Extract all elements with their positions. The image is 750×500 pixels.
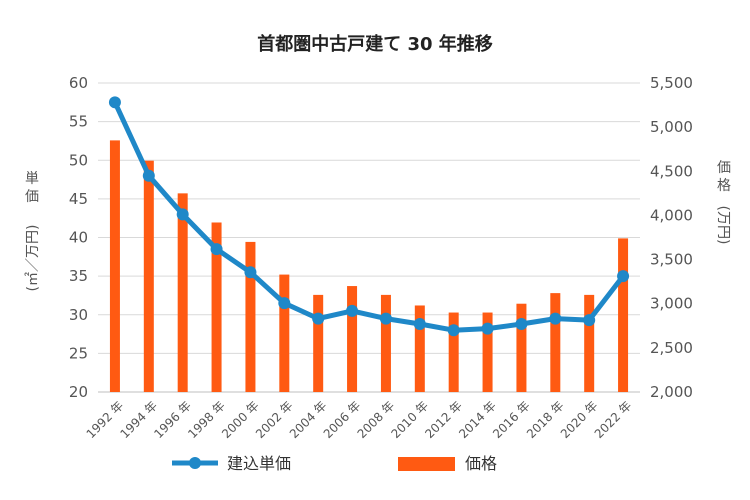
right-tick-label: 4,500 [650,162,693,180]
bar-price [143,160,154,392]
legend: 建込単価 価格 [172,454,497,473]
bar-price [279,274,290,392]
legend-item-bar: 価格 [398,454,497,473]
line-point [176,208,189,221]
line-point [244,266,257,279]
bar-price [109,140,120,392]
line-point [413,318,426,331]
bar-price [448,312,459,392]
right-tick-label: 2,000 [650,383,693,401]
line-point [312,312,325,325]
left-tick-label: 35 [69,267,88,285]
legend-line-label: 建込単価 [227,454,291,473]
line-layer [108,96,630,337]
line-point [346,304,359,317]
bar-price [245,241,256,392]
line-point [515,318,528,331]
chart-title: 首都圏中古戸建て 30 年推移 [257,33,493,55]
line-point [210,243,223,256]
left-axis-label-char-2: 価 [25,189,39,205]
legend-bar-label: 価格 [465,454,497,473]
left-tick-label: 60 [69,74,88,92]
right-axis-label: 価 格 (万円) [715,160,731,244]
left-tick-label: 40 [69,229,88,247]
bar-price [380,294,391,392]
line-point [142,169,155,182]
line-point [278,297,291,310]
x-tick-label: 2022 年 [592,398,635,441]
bar-price [211,222,222,392]
line-point [447,324,460,337]
bar-price [618,238,629,392]
line-unit-price [112,101,626,333]
bar-price [516,303,527,392]
bar-price [347,286,358,392]
bar-price [313,294,324,392]
line-point [583,314,596,327]
legend-item-line: 建込単価 [172,454,291,473]
left-tick-label: 50 [69,151,88,169]
bar-price [414,305,425,392]
left-tick-label: 55 [69,113,88,131]
grid-layer [98,82,640,393]
left-axis-label-char-1: 単 [25,171,39,187]
line-point [549,312,562,325]
right-axis-label-char-2: 格 [717,178,731,194]
line-point [108,96,121,109]
bar-price [550,293,561,392]
right-tick-label: 3,500 [650,251,693,269]
legend-bar-swatch [398,457,455,471]
legend-line-marker [189,457,201,469]
left-axis-label-unit: (㎡／万円) [25,225,41,292]
left-tick-label: 25 [69,344,88,362]
line-point [379,312,392,325]
right-tick-label: 5,000 [650,118,693,136]
right-tick-label: 2,500 [650,339,693,357]
line-point [617,270,630,283]
line-point [481,322,494,335]
right-tick-label: 4,000 [650,206,693,224]
axis-layer: 20 25 30 35 40 45 50 55 60 2,000 2,500 3,000 3,500 4,… [69,74,693,441]
right-tick-label: 3,000 [650,295,693,313]
right-axis-label-unit: (万円) [715,206,731,245]
bar-price [482,312,493,392]
left-axis-label: 単 価 (㎡／万円) [25,171,41,291]
left-tick-label: 20 [69,383,88,401]
right-axis-label-char-1: 価 [717,160,731,176]
left-tick-label: 30 [69,306,88,324]
bar-price [584,294,595,392]
bar-price [177,193,188,392]
right-tick-label: 5,500 [650,74,693,92]
bar-layer [109,140,629,392]
left-tick-label: 45 [69,190,88,208]
